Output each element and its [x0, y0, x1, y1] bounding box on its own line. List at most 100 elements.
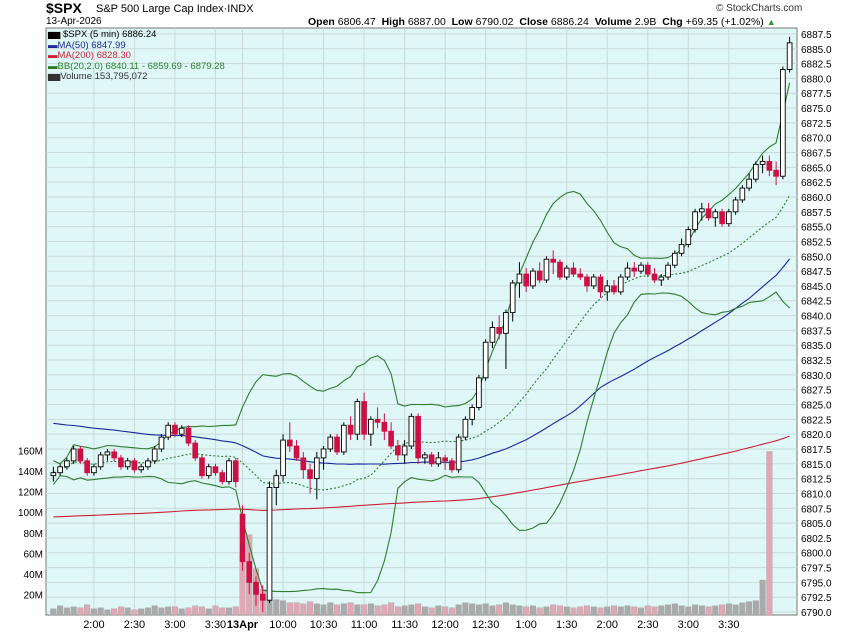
volume-bar	[604, 606, 611, 616]
candle-body	[388, 430, 394, 447]
candle-body	[503, 312, 509, 334]
volume-bar	[624, 605, 631, 616]
candle-body	[354, 401, 361, 435]
chg-label: Chg	[662, 16, 683, 28]
x-tick-label: 3:00	[678, 619, 699, 631]
chart-legend: ▆▆ $SPX (5 min) 6886.24 ▬MA(50) 6847.99 …	[48, 29, 225, 83]
volume-bar	[84, 604, 91, 616]
close-label: Close	[519, 16, 548, 28]
candle-body	[138, 466, 145, 471]
y-tick-label: 6817.5	[801, 445, 832, 456]
candle-body	[712, 211, 719, 219]
y-tick-label: 6887.5	[801, 30, 832, 41]
candle-body	[658, 276, 665, 281]
volume-bar	[543, 606, 550, 616]
up-arrow-icon: ▲	[766, 17, 776, 27]
volume-bar	[374, 605, 381, 616]
candle-body	[766, 160, 773, 171]
candle-body	[97, 454, 104, 468]
volume-bar	[57, 605, 64, 616]
x-tick-label: 2:30	[124, 619, 145, 631]
legend-volume: ▆▆Volume 153,795,072	[48, 71, 148, 82]
candle-body	[368, 418, 374, 435]
volume-tick-label: 60M	[24, 549, 43, 560]
candle-body	[665, 264, 671, 278]
candle-body	[91, 466, 97, 474]
volume-bar	[165, 606, 172, 616]
volume-tick-label: 160M	[18, 447, 43, 458]
x-tick-label: 1:00	[515, 619, 536, 631]
candle-body	[320, 448, 327, 459]
volume-bar	[462, 602, 469, 616]
y-tick-label: 6885.0	[801, 45, 832, 56]
candle-body	[178, 427, 185, 435]
candle-body	[455, 436, 462, 471]
candle-body	[753, 163, 759, 180]
candle-body	[462, 418, 469, 438]
volume-bar	[725, 603, 732, 616]
open-label: Open	[308, 16, 335, 28]
volume-bar	[617, 606, 624, 616]
y-tick-label: 6820.0	[801, 430, 832, 441]
candle-body	[104, 451, 111, 456]
candle-body	[489, 326, 496, 343]
y-tick-label: 6845.0	[801, 282, 832, 293]
candle-body	[347, 424, 354, 435]
volume-bar	[415, 603, 422, 616]
y-tick-label: 6827.5	[801, 386, 832, 397]
volume-bar	[293, 602, 300, 616]
candle-body	[84, 460, 90, 474]
y-tick-label: 6860.0	[801, 193, 832, 204]
volume-bar	[631, 606, 638, 616]
candle-body	[293, 445, 300, 459]
volume-tick-label: 140M	[18, 467, 43, 478]
volume-tick-label: 120M	[18, 488, 43, 499]
volume-value: 2.9B	[634, 16, 657, 28]
candle-body	[428, 454, 435, 465]
x-tick-label: 3:30	[718, 619, 739, 631]
volume-bar	[381, 604, 388, 616]
candle-body	[692, 211, 698, 231]
volume-bar	[550, 604, 557, 616]
candle-body	[482, 341, 489, 379]
volume-bar	[185, 607, 192, 616]
candle-body	[145, 460, 151, 468]
volume-bar	[583, 605, 590, 616]
volume-bar	[178, 608, 185, 616]
candle-body	[212, 466, 219, 474]
volume-bar	[570, 607, 577, 616]
legend-bb: ▬BB(20,2.0) 6840.11 - 6859.69 - 6879.28	[48, 60, 225, 72]
volume-bar	[692, 604, 699, 616]
candle-body	[773, 169, 779, 177]
candle-body	[77, 448, 84, 462]
candle-body	[543, 258, 550, 281]
low-label: Low	[451, 16, 473, 28]
y-tick-label: 6862.5	[801, 178, 832, 189]
candle-body	[118, 457, 124, 468]
candle-body	[678, 243, 685, 254]
volume-bar	[678, 605, 685, 616]
y-tick-label: 6832.5	[801, 356, 832, 367]
legend-ma200-text: MA(200) 6828.30	[57, 50, 131, 61]
candle-body	[246, 561, 253, 583]
y-tick-label: 6805.0	[801, 519, 832, 530]
volume-bar	[651, 606, 658, 616]
volume-bar	[435, 605, 442, 616]
candle-body	[536, 270, 543, 281]
volume-bar	[320, 604, 327, 616]
volume-bar	[286, 602, 293, 616]
volume-bar	[300, 603, 307, 616]
legend-price: ▆▆ $SPX (5 min) 6886.24	[48, 29, 157, 40]
volume-bar	[671, 603, 678, 616]
candle-body	[759, 160, 766, 165]
y-tick-label: 6830.0	[801, 371, 832, 382]
volume-bar	[226, 607, 232, 616]
y-tick-label: 6877.5	[801, 89, 832, 100]
y-tick-label: 6880.0	[801, 74, 832, 85]
candle-body	[698, 208, 705, 213]
candle-body	[786, 42, 793, 70]
y-tick-label: 6875.0	[801, 104, 832, 115]
candle-body	[719, 211, 725, 225]
volume-bar	[469, 603, 476, 616]
candle-body	[199, 457, 205, 477]
